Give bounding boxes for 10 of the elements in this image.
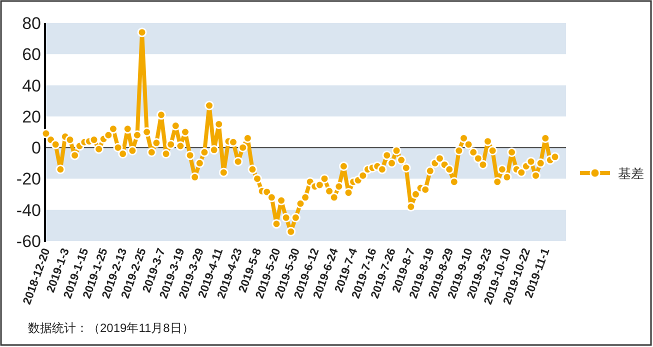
- y-tick-label: -40: [16, 200, 41, 220]
- y-tick-label: 60: [22, 45, 41, 64]
- text: 数据统计：（2019年11月8日）: [28, 321, 194, 335]
- y-tick-label: 80: [22, 14, 41, 33]
- y-tick-label: 0: [32, 138, 41, 158]
- legend-label: 基差: [618, 166, 644, 181]
- y-tick-label: -60: [16, 232, 41, 251]
- y-tick-label: -20: [16, 170, 41, 189]
- y-tick-label: 40: [22, 76, 41, 96]
- y-tick-label: 20: [22, 107, 41, 126]
